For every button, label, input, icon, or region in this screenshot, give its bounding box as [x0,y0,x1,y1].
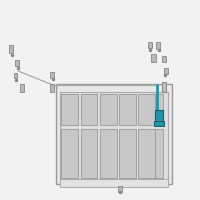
Bar [155,129,163,178]
Bar [60,92,168,180]
Bar [118,186,122,192]
Bar [81,94,97,125]
Bar [61,94,78,125]
Bar [156,42,160,49]
Bar [154,121,164,126]
Bar [151,54,156,62]
Bar [15,60,19,66]
Bar [61,129,78,178]
Bar [50,84,54,92]
Bar [155,94,163,125]
Bar [138,94,155,125]
Bar [162,56,166,62]
Bar [164,68,168,74]
Bar [14,73,17,78]
Bar [50,72,54,78]
Bar [119,129,136,178]
Bar [81,129,97,178]
Bar [119,94,136,125]
Bar [56,84,172,184]
Bar [138,129,155,178]
Bar [155,110,163,122]
Bar [100,129,117,178]
Bar [100,94,117,125]
Bar [60,179,168,187]
Bar [148,42,152,48]
Bar [162,82,166,92]
Bar [9,45,13,53]
Bar [20,84,24,92]
